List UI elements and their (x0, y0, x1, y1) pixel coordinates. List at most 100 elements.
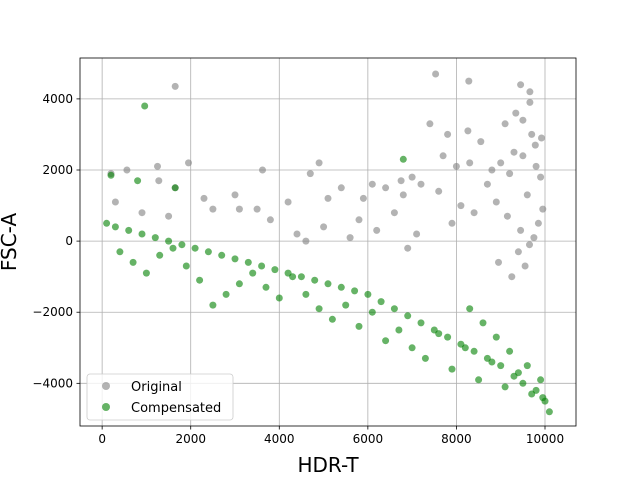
data-point (475, 376, 483, 384)
data-point (107, 171, 115, 179)
data-point (528, 390, 536, 398)
data-point (218, 251, 226, 259)
data-point (182, 262, 190, 270)
data-point (417, 319, 425, 327)
legend: Original Compensated (86, 373, 234, 421)
data-point (165, 212, 173, 220)
data-point (390, 209, 398, 217)
data-point (359, 194, 367, 202)
data-point (510, 148, 518, 156)
data-point (185, 159, 192, 167)
data-point (497, 159, 505, 167)
data-point (452, 162, 460, 170)
points (103, 70, 553, 416)
ticks: 0 2000 4000 6000 8000 10000 −4000 −2000 0 2000 400… (32, 92, 564, 446)
x-tick-label: 2000 (175, 432, 206, 446)
data-point (444, 333, 452, 341)
data-point (324, 194, 332, 202)
data-point (134, 177, 142, 185)
data-point (479, 319, 487, 327)
data-point (328, 315, 336, 323)
data-point (141, 102, 149, 110)
data-point (519, 116, 527, 124)
y-tick-label: 0 (65, 234, 73, 248)
data-point (155, 177, 163, 185)
data-point (297, 273, 305, 281)
data-point (466, 305, 474, 313)
data-point (231, 255, 239, 263)
data-point (399, 191, 407, 199)
data-point (537, 376, 545, 384)
data-point (259, 166, 266, 174)
data-point (262, 283, 270, 291)
data-point (537, 173, 545, 181)
data-point (324, 280, 332, 288)
legend-label: Original (131, 380, 182, 395)
data-point (526, 98, 534, 106)
legend-marker (102, 382, 110, 390)
data-point (231, 191, 239, 199)
data-point (448, 365, 456, 373)
data-point (399, 155, 407, 163)
x-tick-label: 8000 (441, 432, 472, 446)
data-point (439, 152, 447, 160)
data-point (465, 77, 473, 85)
data-point (142, 269, 150, 277)
data-point (169, 244, 177, 252)
data-point (209, 301, 217, 309)
data-point (204, 248, 212, 256)
x-tick-label: 6000 (353, 432, 384, 446)
data-point (495, 258, 502, 266)
series-compensated (103, 102, 553, 416)
data-point (249, 269, 257, 277)
data-point (413, 230, 421, 238)
data-point (346, 234, 354, 242)
data-point (111, 223, 119, 231)
data-point (390, 305, 398, 313)
data-point (435, 330, 443, 338)
data-point (408, 344, 416, 352)
data-point (302, 237, 310, 245)
data-point (466, 159, 474, 167)
data-point (470, 347, 478, 355)
x-tick-label: 0 (98, 432, 106, 446)
data-point (539, 205, 547, 213)
data-point (521, 262, 529, 270)
data-point (373, 226, 381, 234)
data-point (342, 301, 350, 309)
y-axis-label: FSC-A (0, 213, 21, 272)
x-tick-label: 4000 (264, 432, 295, 446)
data-point (154, 162, 161, 170)
data-point (432, 70, 440, 78)
data-point (508, 273, 516, 281)
data-point (435, 187, 443, 195)
data-point (235, 280, 243, 288)
data-point (123, 166, 131, 174)
data-point (461, 344, 469, 352)
data-point (477, 138, 485, 146)
data-point (311, 276, 319, 284)
data-point (196, 276, 204, 284)
data-point (306, 170, 314, 178)
data-point (289, 273, 297, 281)
data-point (171, 184, 179, 192)
data-point (545, 408, 553, 416)
data-point (395, 326, 403, 334)
data-point (488, 166, 496, 174)
data-point (514, 369, 522, 377)
data-point (503, 212, 511, 220)
data-point (258, 262, 266, 270)
data-point (488, 358, 496, 366)
data-point (355, 322, 363, 330)
data-point (315, 305, 323, 313)
data-point (129, 258, 137, 266)
data-point (497, 362, 505, 370)
data-point (506, 347, 514, 355)
data-point (530, 234, 538, 242)
data-point (492, 198, 500, 206)
data-point (464, 127, 472, 135)
data-point (382, 337, 390, 345)
data-point (514, 248, 522, 256)
